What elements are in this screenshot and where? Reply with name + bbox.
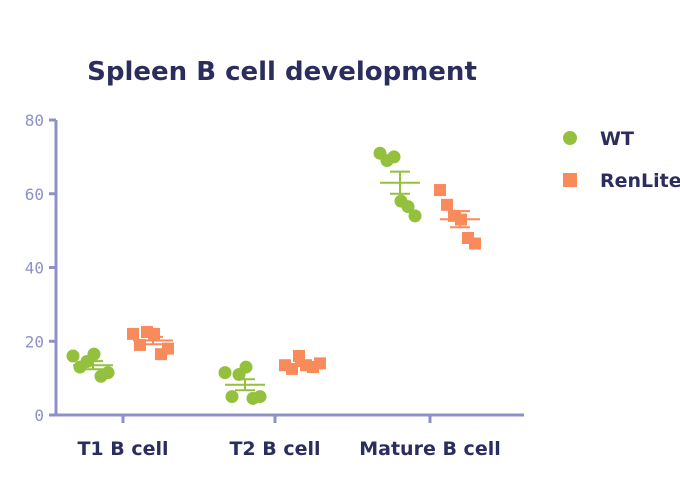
- data-point: [408, 209, 422, 223]
- x-tick-label: T1 B cell: [77, 438, 168, 460]
- data-point: [127, 327, 139, 340]
- data-point: [239, 360, 253, 374]
- series-renlite: [127, 184, 481, 375]
- data-point: [293, 350, 305, 362]
- data-point: [218, 366, 232, 380]
- data-point: [253, 390, 267, 404]
- y-tick-label: 80: [25, 111, 44, 130]
- chart-title: Spleen B cell development: [87, 57, 477, 87]
- data-point: [87, 347, 101, 361]
- x-tick-label: T2 B cell: [229, 438, 320, 460]
- x-tick-label: Mature B cell: [359, 438, 500, 460]
- y-tick-label: 0: [34, 406, 44, 425]
- legend-marker-renlite: [563, 173, 577, 187]
- axes: 0 20 40 60 80 T1 B cell T2 B cell Mature B cell: [25, 111, 524, 460]
- data-point: [134, 338, 146, 351]
- legend: WT RenLite: [563, 128, 680, 192]
- legend-marker-wt: [563, 131, 577, 145]
- data-point: [162, 342, 174, 355]
- data-marks: [66, 146, 481, 405]
- data-point: [387, 150, 401, 164]
- legend-label-renlite: RenLite: [600, 170, 680, 192]
- data-point: [66, 349, 80, 363]
- y-tick-label: 40: [25, 259, 44, 278]
- series-wt: [66, 146, 422, 405]
- data-point: [434, 184, 446, 197]
- data-point: [225, 390, 239, 404]
- y-tick-label: 20: [25, 332, 44, 351]
- data-point: [441, 198, 453, 211]
- data-point: [101, 366, 115, 380]
- data-point: [469, 237, 481, 250]
- data-point: [401, 200, 415, 214]
- y-tick-label: 60: [25, 185, 44, 204]
- legend-label-wt: WT: [600, 128, 634, 150]
